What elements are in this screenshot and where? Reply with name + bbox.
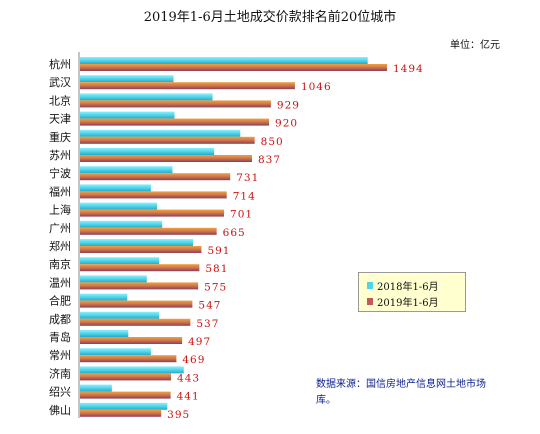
legend: 2018年1-6月 2019年1-6月 [358,272,466,312]
bar-2018 [80,311,160,319]
category-label: 合肥 [49,294,71,308]
bar-2019 [80,373,172,381]
legend-label-2018: 2018年1-6月 [377,282,439,293]
data-label: 395 [167,409,190,421]
bar-2018 [80,384,112,392]
data-label: 469 [182,354,205,366]
bar-2018 [80,257,160,265]
bar-2018 [80,220,163,228]
bar-2018 [80,166,173,174]
bar-2019 [80,136,255,144]
data-label: 581 [205,263,228,275]
bar-2019 [80,118,270,126]
chart-title: 2019年1-6月土地成交价款排名前20位城市 [143,10,397,25]
category-label: 上海 [49,203,71,217]
category-label: 绍兴 [49,385,71,399]
category-label: 天津 [49,113,71,126]
bar-2018 [80,275,147,283]
bar-2018 [80,402,168,410]
bar-2019 [80,227,217,235]
data-label: 1046 [301,81,332,93]
bar-2018 [80,366,184,374]
bar-2018 [80,129,241,137]
bar-2018 [80,111,175,119]
bar-2019 [80,264,200,272]
data-label: 591 [207,245,230,257]
legend-item-2018: 2018年1-6月 [367,278,439,293]
bar-2019 [80,337,183,344]
data-label: 920 [275,118,298,130]
data-label: 575 [204,281,227,293]
bar-2018 [80,148,215,155]
category-label: 福州 [49,184,71,198]
bar-2018 [80,93,213,101]
source-note: 数据来源：国信房地产信息网土地市场库。 [316,379,486,406]
category-label: 北京 [49,93,71,107]
bar-2019 [80,209,225,217]
legend-swatch-2018 [367,282,373,289]
bar-2019 [80,391,171,399]
category-label: 常州 [49,349,71,362]
bar-2019 [80,100,271,108]
data-label: 837 [258,154,281,166]
category-label: 佛山 [49,404,71,417]
unit-label: 单位：亿元 [450,40,500,51]
bar-2019 [80,318,191,326]
data-label: 665 [223,227,246,239]
category-label: 宁波 [49,166,71,180]
bar-2019 [80,282,199,290]
legend-item-2019: 2019年1-6月 [367,294,439,309]
data-label: 497 [188,336,211,348]
data-label: 714 [233,190,256,202]
category-label: 杭州 [49,57,71,71]
category-label: 重庆 [49,130,71,144]
bar-2019 [80,173,231,181]
bar-2019 [80,191,227,199]
bar-2018 [80,330,129,337]
data-label: 850 [261,136,284,148]
bar-2019 [80,409,162,417]
category-label: 温州 [49,276,71,289]
data-label: 731 [236,172,259,184]
bar-2019 [80,82,295,90]
data-label: 929 [277,99,300,111]
bar-2018 [80,57,368,64]
bar-2019 [80,300,193,308]
bar-2018 [80,184,151,192]
bar-2018 [80,239,194,246]
data-label: 1494 [393,63,424,75]
category-label: 青岛 [49,330,71,344]
data-label: 443 [177,372,200,384]
category-label: 成都 [49,313,71,326]
bar-2019 [80,155,252,162]
category-label: 济南 [49,366,71,380]
legend-label-2019: 2019年1-6月 [377,298,439,309]
category-label: 南京 [49,257,71,271]
data-label: 701 [230,209,253,221]
category-label: 郑州 [49,239,71,253]
bar-2018 [80,348,151,356]
data-label: 537 [196,318,219,330]
bar-2018 [80,202,158,210]
data-label: 547 [198,300,221,312]
bar-2019 [80,355,177,363]
category-label: 武汉 [49,76,71,89]
bar-2018 [80,293,128,301]
bar-2019 [80,64,387,71]
category-label: 苏州 [49,149,71,162]
bar-2018 [80,75,174,83]
data-label: 441 [177,391,200,403]
bar-2019 [80,246,202,253]
category-label: 广州 [49,222,71,235]
legend-swatch-2019 [367,298,373,305]
